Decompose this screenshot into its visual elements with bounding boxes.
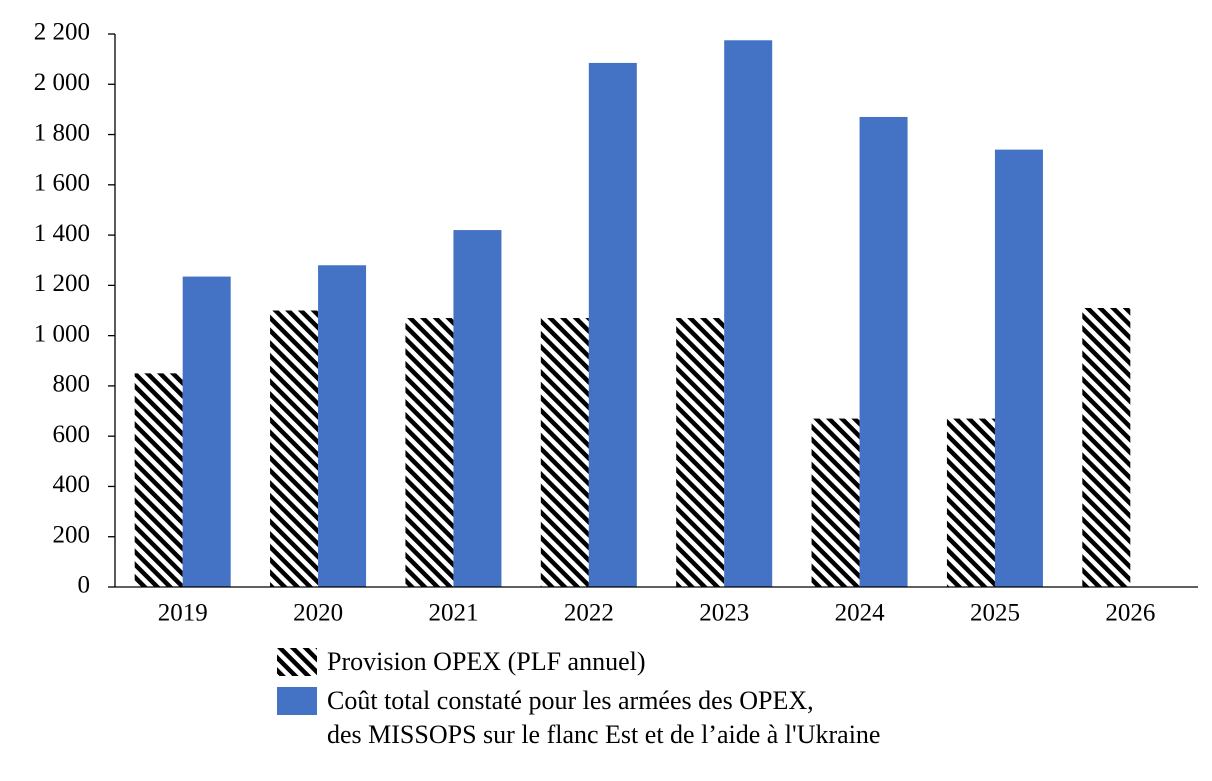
legend-label: Provision OPEX (PLF annuel) xyxy=(327,647,646,676)
y-tick-label: 2 200 xyxy=(34,19,90,46)
x-tick-label: 2020 xyxy=(293,600,343,627)
x-tick-label: 2023 xyxy=(699,600,749,627)
bar xyxy=(318,265,367,587)
legend: Provision OPEX (PLF annuel) Coût total co… xyxy=(277,647,881,760)
bar xyxy=(811,418,860,587)
y-tick-label: 2 000 xyxy=(34,69,90,96)
bar xyxy=(405,318,454,587)
x-tick-label: 2021 xyxy=(428,600,478,627)
y-tick-label: 400 xyxy=(53,471,91,498)
x-tick-label: 2025 xyxy=(970,600,1020,627)
legend-swatch xyxy=(277,648,317,676)
y-tick-label: 1 200 xyxy=(34,270,90,297)
bar xyxy=(588,62,637,588)
x-tick-label: 2019 xyxy=(158,600,208,627)
bar xyxy=(453,230,502,587)
y-tick-label: 1 800 xyxy=(34,119,90,146)
x-tick-label: 2022 xyxy=(564,600,614,627)
bar xyxy=(676,318,725,587)
bar xyxy=(946,418,995,587)
bar xyxy=(724,40,773,587)
y-tick-label: 600 xyxy=(53,421,91,448)
y-tick-label: 800 xyxy=(53,371,91,398)
bar xyxy=(134,373,183,587)
y-tick-label: 1 400 xyxy=(34,220,90,247)
bar xyxy=(182,276,231,587)
bar xyxy=(270,310,319,587)
y-tick-label: 1 000 xyxy=(34,320,90,347)
legend-item: Provision OPEX (PLF annuel) xyxy=(277,647,880,679)
y-tick-label: 1 600 xyxy=(34,170,90,197)
bar xyxy=(859,116,908,587)
legend-swatch xyxy=(277,687,317,715)
legend-label: Coût total constaté pour les armées des … xyxy=(327,686,881,749)
y-tick-label: 0 xyxy=(78,572,91,599)
bar xyxy=(1082,307,1131,587)
x-tick-label: 2026 xyxy=(1105,600,1155,627)
y-tick-label: 200 xyxy=(53,521,91,548)
bar xyxy=(540,318,589,587)
x-tick-label: 2024 xyxy=(835,600,886,627)
bar xyxy=(994,149,1043,588)
legend-item: Coût total constaté pour les armées des … xyxy=(277,686,881,752)
